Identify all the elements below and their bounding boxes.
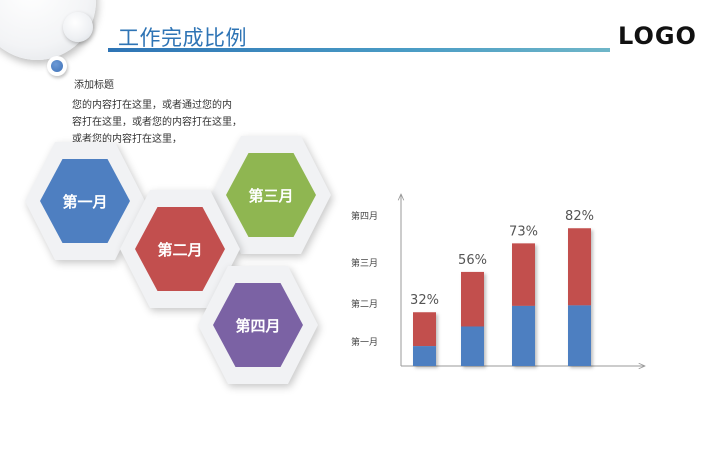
data-label: 32% [410,293,439,308]
hexagon-label-month-4: 第四月 [213,283,303,367]
hexagon-label-month-3: 第三月 [226,153,316,237]
body-line: 或者您的内容打在这里， [72,134,182,145]
hexagon-label-month-2: 第二月 [135,207,225,291]
y-tick-label: 第二月 [351,298,378,310]
bar-segment-bottom [461,326,484,366]
bar-segment-top [568,228,591,306]
body-line: 容打在这里，或者您的内容打在这里， [72,117,242,128]
title-underline [108,48,610,52]
bar-group [413,312,436,366]
bar-segment-bottom [413,346,436,366]
y-tick-label: 第三月 [351,257,378,269]
data-label: 82% [565,209,594,224]
data-label: 73% [509,224,538,239]
logo: LOGO [618,22,697,50]
hexagon-month-3: 第三月 [211,136,331,254]
bar-segment-top [512,243,535,306]
hexagon-month-4: 第四月 [198,266,318,384]
page-title: 工作完成比例 [118,26,247,50]
decorative-circle-small [63,12,93,42]
hexagon-label-month-1: 第一月 [40,159,130,243]
bar-group [568,228,591,366]
hexagon-month-1: 第一月 [25,142,145,260]
bar-group [461,271,484,366]
body-line: 您的内容打在这里，或者通过您的内 [72,100,232,111]
data-label: 56% [458,253,487,268]
bar-segment-top [461,271,484,327]
y-tick-label: 第一月 [351,336,378,348]
bar-group [512,243,535,366]
hexagon-month-2: 第二月 [120,190,240,308]
bar-segment-bottom [512,305,535,366]
bar-segment-top [413,312,436,347]
body-text: 您的内容打在这里，或者通过您的内 容打在这里，或者您的内容打在这里， 或者您的内… [72,97,260,148]
y-tick-label: 第四月 [351,210,378,222]
bar-segment-bottom [568,305,591,366]
section-subtitle: 添加标题 [74,80,114,91]
decorative-circle-blue [51,60,63,72]
